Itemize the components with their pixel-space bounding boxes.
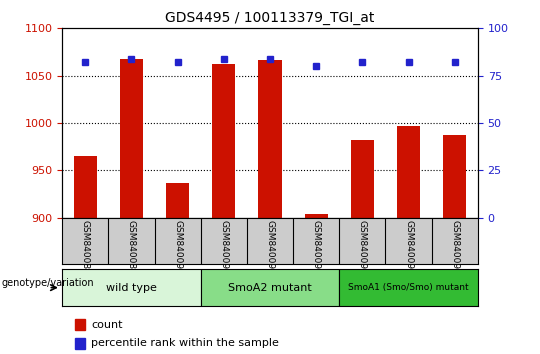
- Bar: [259, 59, 281, 218]
- Text: GSM840094: GSM840094: [358, 220, 367, 275]
- Title: GDS4495 / 100113379_TGI_at: GDS4495 / 100113379_TGI_at: [165, 11, 375, 24]
- Text: GSM840093: GSM840093: [312, 220, 321, 275]
- Bar: [397, 126, 420, 218]
- Text: GSM840091: GSM840091: [219, 220, 228, 275]
- Bar: [305, 214, 328, 218]
- Bar: [73, 156, 97, 218]
- Text: count: count: [91, 320, 123, 330]
- Text: wild type: wild type: [106, 282, 157, 293]
- Bar: [75, 338, 85, 349]
- Bar: [166, 183, 189, 218]
- Text: GSM840095: GSM840095: [404, 220, 413, 275]
- Text: GSM840090: GSM840090: [173, 220, 182, 275]
- Text: GSM840088: GSM840088: [80, 220, 90, 275]
- Bar: [120, 59, 143, 218]
- Bar: [351, 140, 374, 218]
- Text: genotype/variation: genotype/variation: [1, 278, 94, 288]
- Text: GSM840092: GSM840092: [266, 220, 274, 275]
- Bar: [75, 319, 85, 330]
- Bar: [212, 64, 235, 218]
- Text: SmoA2 mutant: SmoA2 mutant: [228, 282, 312, 293]
- Bar: [443, 135, 467, 218]
- Text: GSM840089: GSM840089: [127, 220, 136, 275]
- Text: GSM840096: GSM840096: [450, 220, 460, 275]
- Text: percentile rank within the sample: percentile rank within the sample: [91, 338, 279, 348]
- Text: SmoA1 (Smo/Smo) mutant: SmoA1 (Smo/Smo) mutant: [348, 283, 469, 292]
